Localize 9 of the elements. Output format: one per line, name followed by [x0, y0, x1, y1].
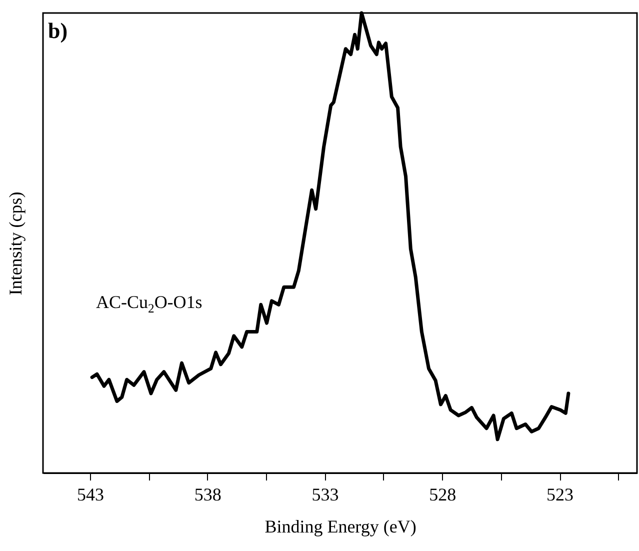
x-tick-label: 523: [546, 484, 574, 504]
x-tick-label: 538: [194, 484, 222, 504]
x-tick-label: 543: [76, 484, 104, 504]
x-axis-title: Binding Energy (eV): [264, 516, 416, 536]
x-tick-label: 528: [429, 484, 456, 504]
annotation: b): [48, 18, 68, 44]
annotation: AC-Cu$_{2}$O-O1s: [96, 292, 202, 317]
y-axis-title: Intensity (cps): [6, 192, 26, 296]
x-tick-label: 533: [312, 484, 339, 504]
